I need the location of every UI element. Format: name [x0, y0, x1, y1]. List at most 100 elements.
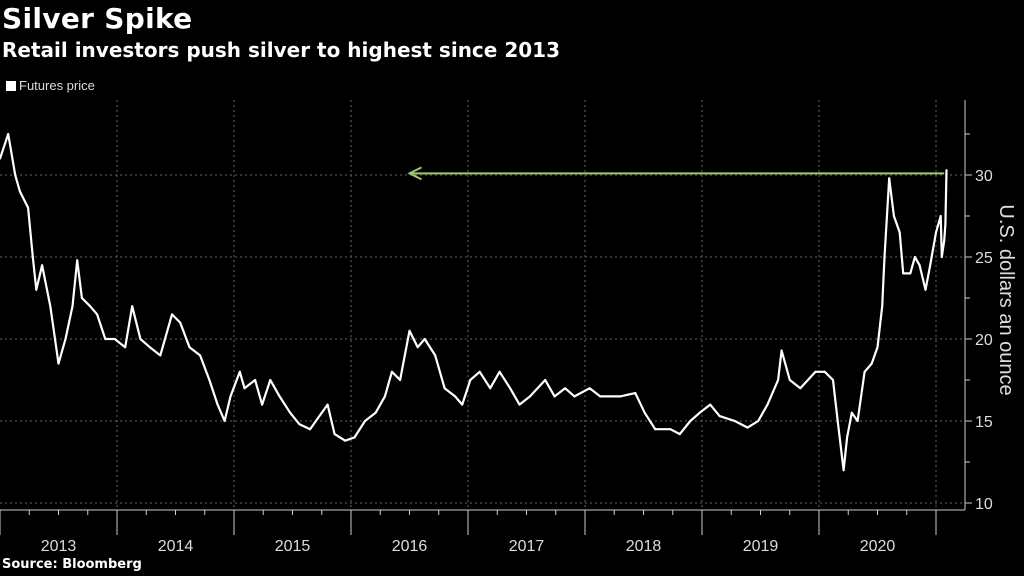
- data-point: [883, 256, 886, 258]
- data-point: [469, 379, 472, 381]
- data-point: [124, 346, 127, 349]
- chart-title: Silver Spike: [2, 2, 193, 35]
- data-point: [89, 305, 92, 308]
- data-point: [898, 231, 901, 234]
- data-point: [64, 338, 67, 340]
- data-point: [599, 395, 602, 398]
- data-point: [846, 436, 849, 439]
- x-tick-label: 2019: [743, 538, 779, 555]
- data-point: [518, 403, 521, 406]
- data-point: [939, 215, 942, 217]
- data-point: [179, 321, 182, 324]
- data-point: [814, 370, 817, 373]
- data-point: [836, 420, 839, 422]
- data-point: [588, 387, 591, 390]
- data-point: [243, 387, 246, 390]
- data-point: [944, 223, 947, 226]
- data-point: [529, 395, 532, 398]
- data-point: [876, 346, 879, 349]
- data-point: [935, 231, 937, 234]
- data-point: [344, 439, 347, 442]
- x-tick-label: 2017: [509, 538, 545, 555]
- data-point: [80, 297, 83, 299]
- data-point: [76, 259, 79, 262]
- data-point: [229, 395, 232, 398]
- data-point: [317, 416, 320, 419]
- data-point: [454, 395, 457, 398]
- data-point: [573, 395, 576, 398]
- data-point: [709, 403, 712, 406]
- data-point: [383, 395, 386, 398]
- data-point: [14, 174, 17, 176]
- data-point: [159, 354, 162, 357]
- data-point: [208, 379, 211, 381]
- data-point: [0, 157, 1, 160]
- x-tick-label: 2018: [626, 538, 662, 555]
- data-point: [41, 264, 44, 267]
- data-point: [777, 379, 780, 381]
- x-tick-label: 2016: [392, 538, 428, 555]
- legend-label: Futures price: [19, 78, 95, 93]
- data-point: [416, 346, 419, 349]
- data-point: [718, 415, 721, 418]
- data-point: [943, 239, 946, 242]
- data-point: [390, 370, 393, 373]
- data-point: [478, 370, 481, 373]
- legend-swatch: [6, 80, 16, 91]
- data-point: [902, 272, 905, 275]
- data-point: [913, 256, 916, 258]
- data-point: [254, 379, 257, 381]
- data-point: [199, 354, 202, 357]
- data-point: [698, 411, 701, 414]
- data-point: [278, 395, 281, 398]
- data-point: [223, 420, 226, 422]
- data-point: [863, 370, 866, 373]
- data-point: [909, 272, 912, 275]
- y-tick-label: 25: [975, 250, 993, 267]
- data-point: [57, 362, 60, 365]
- data-point: [643, 411, 646, 414]
- data-point: [888, 177, 891, 180]
- data-point: [733, 420, 736, 422]
- data-point: [918, 264, 921, 267]
- data-point: [678, 433, 681, 436]
- data-point: [374, 411, 377, 414]
- data-point: [669, 428, 672, 431]
- data-point: [780, 349, 783, 352]
- data-point: [423, 338, 426, 340]
- data-point: [408, 329, 411, 332]
- data-point: [634, 392, 637, 395]
- data-point: [326, 403, 329, 406]
- data-point: [564, 387, 567, 390]
- data-point: [881, 305, 884, 308]
- data-point: [269, 379, 272, 381]
- data-point: [238, 370, 241, 373]
- data-point: [96, 313, 99, 316]
- data-point: [757, 420, 760, 422]
- data-point: [461, 403, 464, 406]
- data-point: [49, 305, 52, 308]
- data-point: [443, 387, 446, 390]
- data-point: [170, 313, 173, 316]
- data-point: [870, 362, 873, 365]
- x-tick-label: 2013: [41, 538, 77, 555]
- source-note: Source: Bloomberg: [2, 557, 142, 572]
- y-tick-label: 15: [975, 414, 993, 431]
- data-point: [509, 387, 512, 390]
- series-line-futures-price: [0, 132, 948, 472]
- data-point: [498, 370, 501, 373]
- data-point: [333, 433, 336, 436]
- data-point: [53, 338, 56, 340]
- data-point: [71, 305, 74, 308]
- data-point: [832, 379, 835, 381]
- chart-subtitle: Retail investors push silver to highest …: [2, 38, 560, 62]
- legend: Futures price: [6, 78, 95, 93]
- data-point: [309, 428, 312, 431]
- arrow-head-icon: [407, 166, 422, 181]
- data-point: [364, 420, 367, 422]
- data-point: [298, 423, 301, 426]
- x-tick-label: 2020: [860, 538, 896, 555]
- data-point: [929, 264, 932, 267]
- data-point: [27, 206, 30, 209]
